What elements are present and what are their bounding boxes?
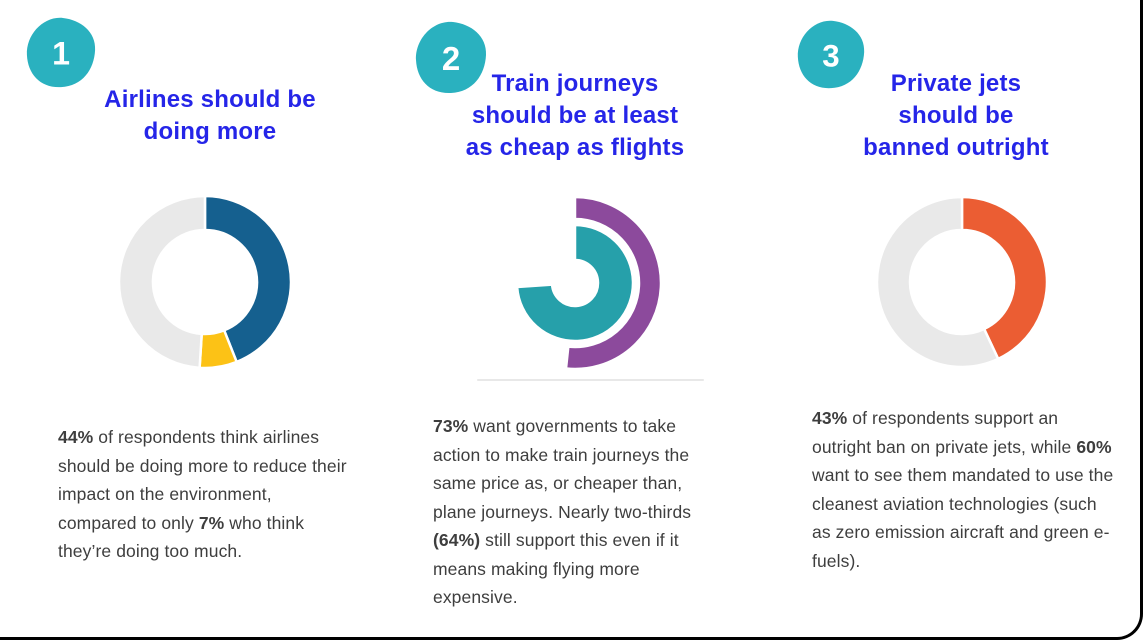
- chart-underline-divider: [477, 379, 704, 381]
- donut-chart-trains: [515, 195, 663, 371]
- column-heading: Airlines should be doing more: [104, 86, 316, 145]
- donut-chart-private-jets: [875, 195, 1049, 369]
- badge-number: 3: [822, 38, 839, 73]
- number-badge-2: 2: [413, 20, 489, 96]
- paragraph-text: want to see them mandated to use the cle…: [812, 465, 1114, 571]
- stat-value: 60%: [1076, 436, 1112, 457]
- number-badge-3: 3: [795, 19, 867, 91]
- teal-blob-icon: 2: [415, 21, 487, 94]
- badge-number: 1: [52, 36, 70, 72]
- stat-value: 73%: [433, 416, 469, 436]
- column-paragraph: 73% want governments to take action to m…: [433, 412, 723, 612]
- teal-blob-icon: 1: [26, 17, 96, 88]
- arc-segment-0: [564, 195, 663, 371]
- teal-blob-icon: 3: [797, 20, 865, 89]
- donut-chart-airlines: [117, 194, 293, 370]
- arc-segment-1: [515, 223, 635, 343]
- column-heading: Train journeys should be at least as che…: [465, 70, 685, 161]
- donut-segment-2: [117, 194, 207, 370]
- donut-segment-0: [203, 194, 293, 364]
- column-private-jets: 3 Private jets should be banned outright…: [762, 0, 1145, 644]
- column-heading: Private jets should be banned outright: [863, 70, 1049, 161]
- column-trains: 2 Train journeys should be at least as c…: [382, 0, 762, 644]
- stat-value: 44%: [58, 427, 94, 447]
- badge-number: 2: [442, 40, 460, 77]
- paragraph-text: of respondents think airlines should be …: [58, 427, 347, 533]
- stat-value: (64%): [433, 530, 481, 550]
- paragraph-text: want governments to take action to make …: [433, 416, 692, 522]
- paragraph-text: of respondents support an outright ban o…: [812, 408, 1077, 457]
- column-paragraph: 44% of respondents think airlines should…: [58, 423, 350, 566]
- paragraph-text: still support this even if it means maki…: [433, 530, 679, 607]
- number-badge-1: 1: [24, 16, 98, 90]
- donut-segment-1: [875, 195, 1000, 369]
- column-airlines: 1 Airlines should be doing more 44% of r…: [0, 0, 382, 644]
- column-paragraph: 43% of respondents support an outright b…: [812, 404, 1117, 575]
- stat-value: 7%: [198, 512, 225, 533]
- stat-value: 43%: [812, 408, 848, 428]
- paragraph-text: who think they’re doing too much.: [58, 512, 305, 562]
- donut-segment-0: [960, 195, 1049, 361]
